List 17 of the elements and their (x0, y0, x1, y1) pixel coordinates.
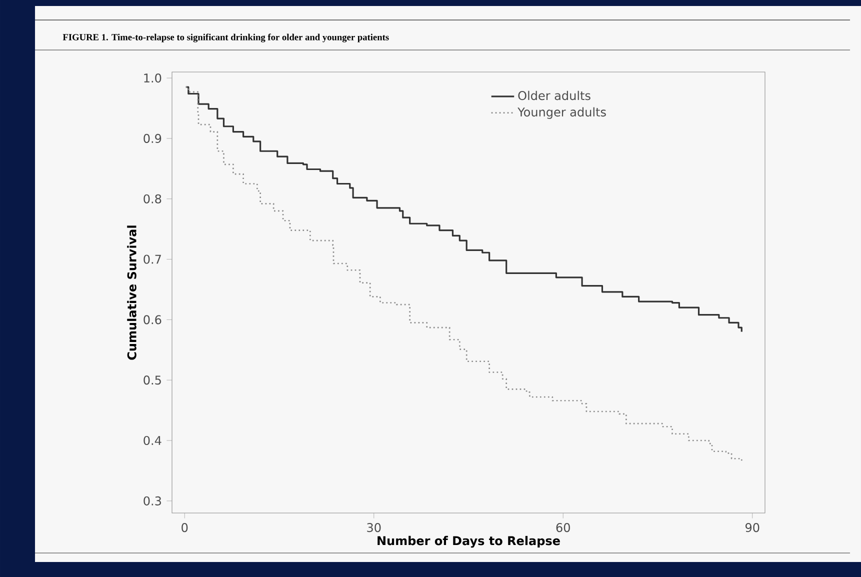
y-tick-label: 0.4 (144, 436, 162, 446)
y-tick-label: 0.9 (144, 134, 162, 143)
y-axis-title: Cumulative Survival (127, 226, 136, 360)
y-tick-label: 0.6 (144, 315, 162, 324)
y-tick-label: 0.5 (144, 376, 161, 385)
legend-label: Older adults (518, 90, 590, 100)
x-axis-title: Number of Days to Relapse (378, 536, 560, 548)
chart-title: FIGURE 1. Time-to-relapse to significant drinking for older and younger patients (62, 34, 389, 42)
y-tick-label: 0.7 (144, 254, 161, 264)
y-tick-label: 0.3 (144, 496, 161, 506)
x-tick-label: 30 (367, 523, 381, 532)
y-tick-label: 1.0 (144, 74, 162, 83)
legend-label: Younger adults (518, 107, 606, 119)
x-tick-label: 60 (556, 523, 570, 532)
x-tick-label: 90 (745, 523, 760, 532)
x-tick-label: 0 (182, 523, 188, 532)
y-tick-label: 0.8 (144, 194, 162, 204)
